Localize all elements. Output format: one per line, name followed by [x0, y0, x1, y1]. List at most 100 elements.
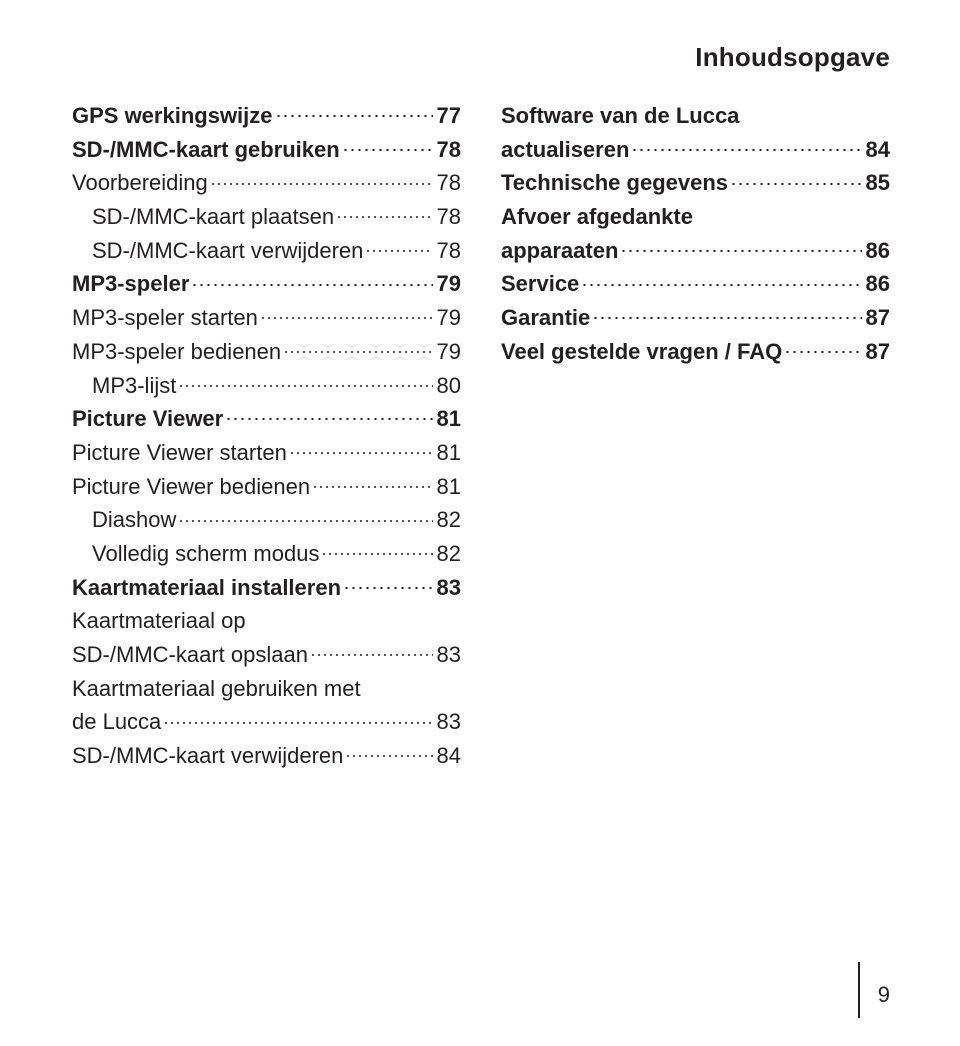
- toc-leaders: [343, 573, 432, 593]
- toc-entry: Voorbereiding 78: [72, 168, 461, 198]
- toc-entry: apparaaten 86: [501, 236, 890, 266]
- toc-label: MP3-speler bedienen: [72, 337, 281, 367]
- toc-page: 78: [437, 135, 461, 165]
- toc-label: SD-/MMC-kaart opslaan: [72, 640, 308, 670]
- toc-label: SD-/MMC-kaart verwijderen: [72, 741, 343, 771]
- toc-leaders: [260, 303, 433, 323]
- toc-page: 86: [866, 236, 890, 266]
- toc-entry: de Lucca 83: [72, 707, 461, 737]
- toc-page: 81: [437, 472, 461, 502]
- toc-entry: Veel gestelde vragen / FAQ 87: [501, 337, 890, 367]
- toc-entry: Diashow 82: [72, 505, 461, 535]
- toc-label: SD-/MMC-kaart plaatsen: [92, 202, 334, 232]
- toc-leaders: [342, 135, 433, 155]
- toc-entry: Service86: [501, 269, 890, 299]
- toc-page: 83: [437, 707, 461, 737]
- toc-entry: MP3-speler bedienen 79: [72, 337, 461, 367]
- toc-entry: SD-/MMC-kaart verwijderen 84: [72, 741, 461, 771]
- toc-label: Picture Viewer: [72, 404, 223, 434]
- toc-page: 81: [437, 404, 461, 434]
- toc-page: 83: [437, 573, 461, 603]
- toc-leaders: [225, 404, 432, 424]
- toc-leaders: [283, 337, 432, 357]
- toc-entry: Software van de Lucca: [501, 101, 890, 131]
- toc-page: 86: [866, 269, 890, 299]
- toc-entry: GPS werkingswijze 77: [72, 101, 461, 131]
- page-number: 9: [878, 982, 890, 1008]
- toc-label: Afvoer afgedankte: [501, 202, 693, 232]
- toc-column-left: GPS werkingswijze 77 SD-/MMC-kaart gebruik…: [72, 101, 461, 775]
- toc-entry: Picture Viewer 81: [72, 404, 461, 434]
- toc-leaders: [345, 741, 432, 761]
- toc-page: 87: [866, 337, 890, 367]
- toc-page: 79: [437, 269, 461, 299]
- toc-leaders: [191, 269, 432, 289]
- toc-leaders: [210, 168, 433, 188]
- toc-label: GPS werkingswijze: [72, 101, 273, 131]
- toc-leaders: [310, 640, 433, 660]
- toc-leaders: [321, 539, 432, 559]
- toc-label: Kaartmateriaal installeren: [72, 573, 341, 603]
- toc-entry: MP3-lijst 80: [72, 371, 461, 401]
- toc-page: 79: [437, 337, 461, 367]
- toc-label: Veel gestelde vragen / FAQ: [501, 337, 782, 367]
- page-number-rule: [858, 962, 860, 1018]
- toc-label: Technische gegevens: [501, 168, 728, 198]
- toc-page: 83: [437, 640, 461, 670]
- toc-page: 82: [437, 539, 461, 569]
- toc-label: Picture Viewer bedienen: [72, 472, 310, 502]
- toc-entry: Garantie 87: [501, 303, 890, 333]
- toc-page: 81: [437, 438, 461, 468]
- toc-entry: SD-/MMC-kaart verwijderen78: [72, 236, 461, 266]
- toc-leaders: [312, 472, 432, 492]
- toc-label: MP3-lijst: [92, 371, 176, 401]
- toc-leaders: [581, 269, 861, 289]
- toc-entry: Kaartmateriaal op: [72, 606, 461, 636]
- toc-entry: Technische gegevens 85: [501, 168, 890, 198]
- toc-page: 84: [437, 741, 461, 771]
- toc-label: Kaartmateriaal op: [72, 606, 246, 636]
- toc-label: actualiseren: [501, 135, 629, 165]
- toc-page: 77: [437, 101, 461, 131]
- toc-entry: SD-/MMC-kaart plaatsen78: [72, 202, 461, 232]
- toc-page: 79: [437, 303, 461, 333]
- toc-label: Kaartmateriaal gebruiken met: [72, 674, 361, 704]
- toc-entry: actualiseren 84: [501, 135, 890, 165]
- page: Inhoudsopgave GPS werkingswijze77SD-/MMC…: [0, 0, 960, 1046]
- toc-leaders: [631, 135, 861, 155]
- toc-leaders: [365, 236, 432, 256]
- toc-label: apparaaten: [501, 236, 618, 266]
- toc-leaders: [730, 168, 862, 188]
- toc-leaders: [784, 337, 861, 357]
- toc-entry: Kaartmateriaal installeren 83: [72, 573, 461, 603]
- toc-leaders: [275, 101, 433, 121]
- toc-label: Software van de Lucca: [501, 101, 739, 131]
- toc-columns: GPS werkingswijze 77 SD-/MMC-kaart gebruik…: [72, 101, 890, 775]
- toc-label: de Lucca: [72, 707, 161, 737]
- toc-page: 80: [437, 371, 461, 401]
- toc-label: SD-/MMC-kaart gebruiken: [72, 135, 340, 165]
- toc-entry: Afvoer afgedankte: [501, 202, 890, 232]
- toc-page: 78: [437, 236, 461, 266]
- toc-label: Garantie: [501, 303, 590, 333]
- toc-page: 82: [437, 505, 461, 535]
- toc-page: 84: [866, 135, 890, 165]
- toc-page: 85: [866, 168, 890, 198]
- toc-entry: SD-/MMC-kaart opslaan 83: [72, 640, 461, 670]
- toc-label: Picture Viewer starten: [72, 438, 287, 468]
- toc-leaders: [620, 236, 861, 256]
- toc-entry: Volledig scherm modus82: [72, 539, 461, 569]
- toc-leaders: [336, 202, 432, 222]
- toc-leaders: [592, 303, 861, 323]
- toc-leaders: [178, 371, 432, 391]
- toc-leaders: [178, 505, 432, 525]
- toc-page: 78: [437, 168, 461, 198]
- toc-leaders: [163, 707, 432, 727]
- toc-entry: MP3-speler79: [72, 269, 461, 299]
- toc-label: Diashow: [92, 505, 176, 535]
- toc-page: 87: [866, 303, 890, 333]
- toc-entry: Picture Viewer starten 81: [72, 438, 461, 468]
- toc-leaders: [289, 438, 433, 458]
- toc-entry: Picture Viewer bedienen 81: [72, 472, 461, 502]
- toc-label: Voorbereiding: [72, 168, 208, 198]
